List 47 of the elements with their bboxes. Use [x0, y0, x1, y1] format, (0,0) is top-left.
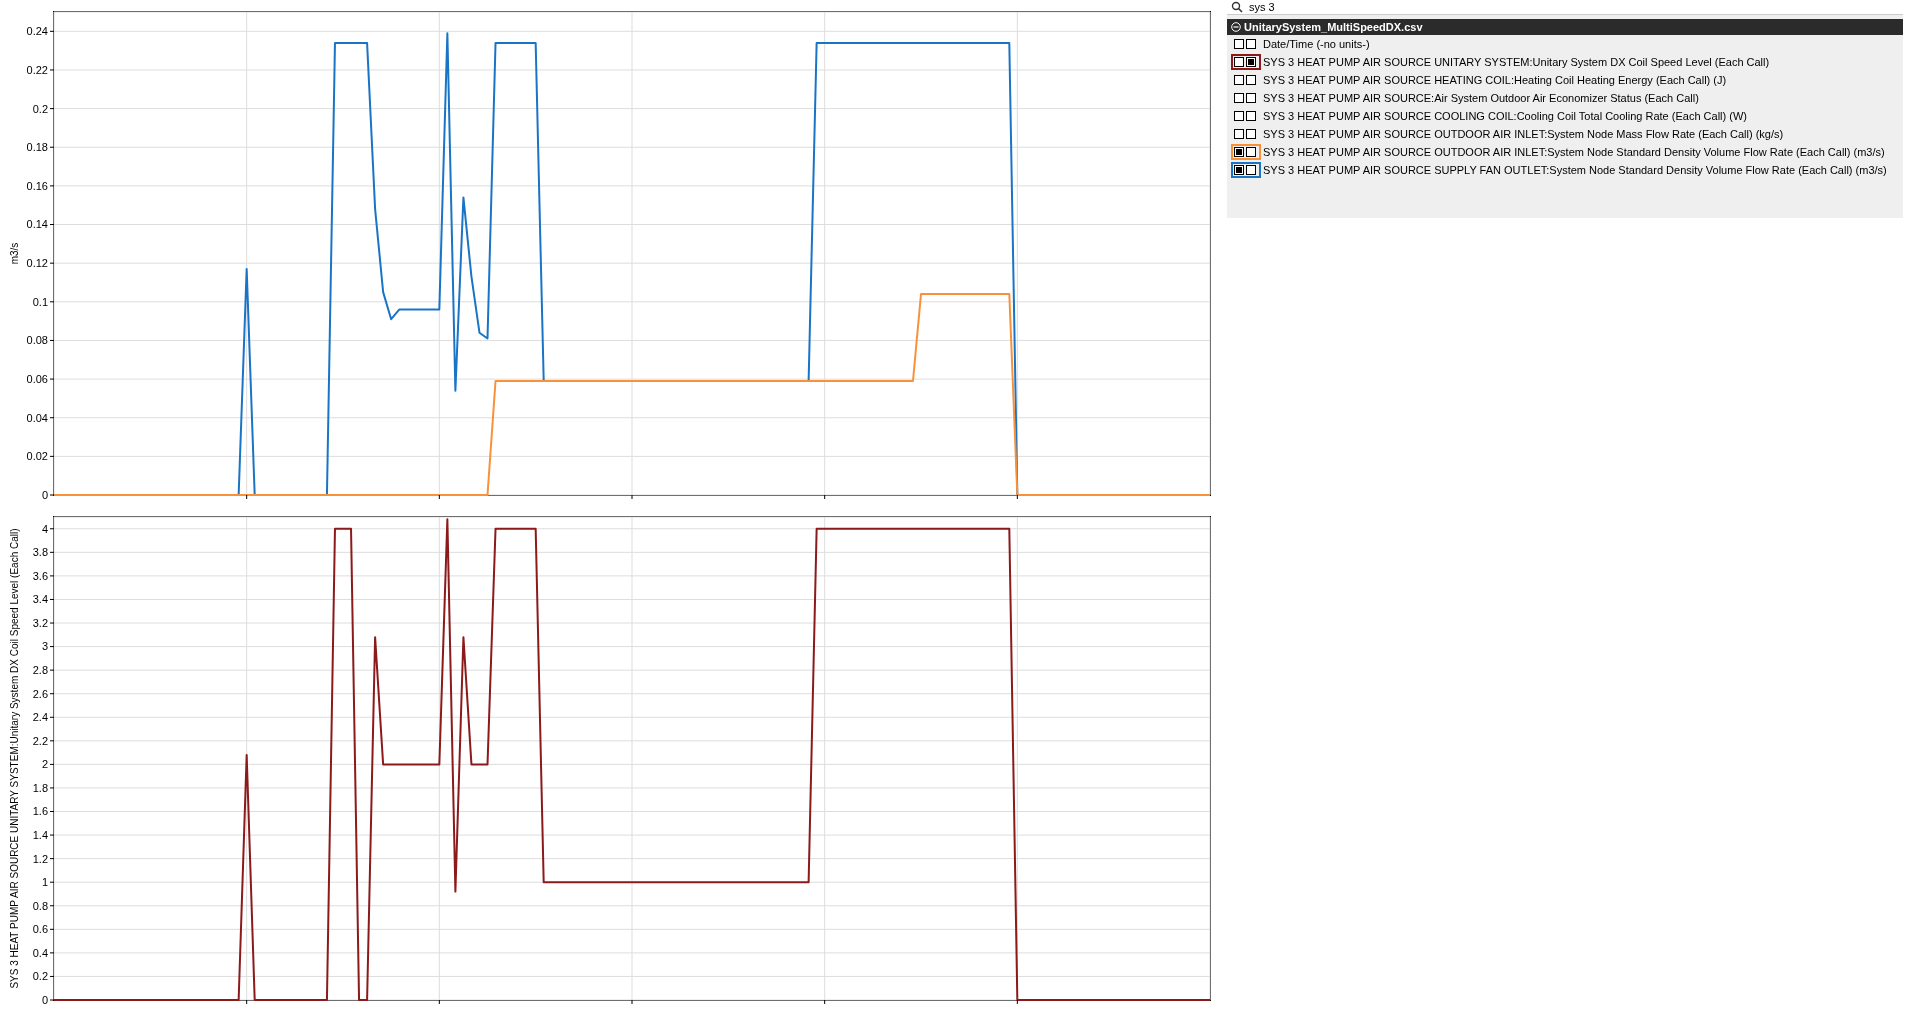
text: SYS 3 HEAT PUMP AIR SOURCE OUTDOOR AIR INLET:System Node Mass Flow Rate (Each Call) (kg/s): [1263, 128, 1784, 140]
y-tick-label: 1.2: [32, 852, 48, 865]
y-tick-label: 2.6: [32, 687, 48, 700]
y-tick-label: 0.2: [32, 102, 48, 115]
y-axis-title: m3/s: [8, 242, 20, 265]
y-tick-label: 0.22: [26, 63, 48, 76]
y-tick-label: 1.8: [32, 781, 48, 794]
y-tick-label: 0.14: [26, 218, 48, 231]
y-tick-label: 0.02: [26, 450, 48, 463]
text: Date/Time (-no units-): [1263, 38, 1370, 50]
y-tick-label: 0.16: [26, 179, 48, 192]
y-tick-label: 1.4: [32, 828, 48, 841]
y-tick-label: 0.2: [32, 970, 48, 983]
y-tick-label: 4: [41, 522, 48, 535]
y-tick-label: 0.4: [32, 946, 48, 959]
text: UnitarySystem_MultiSpeedDX.csv: [1244, 21, 1423, 33]
y-tick-label: 2.4: [32, 711, 48, 724]
y-tick-label: 3.2: [32, 616, 48, 629]
y-tick-label: 1: [41, 876, 48, 889]
y-tick-label: 0.12: [26, 257, 48, 270]
y-tick-label: 0.24: [26, 25, 48, 38]
y-tick-label: 0: [41, 993, 48, 1006]
y-tick-label: 3.8: [32, 546, 48, 559]
y-tick-label: 0.06: [26, 372, 48, 385]
y-tick-label: 0.04: [26, 411, 48, 424]
text: SYS 3 HEAT PUMP AIR SOURCE UNITARY SYSTEM:Unitary System DX Coil Speed Level (Each Call): [1263, 56, 1770, 68]
y-tick-label: 0.8: [32, 899, 48, 912]
line-series: [53, 518, 1211, 1001]
text: SYS 3 HEAT PUMP AIR SOURCE OUTDOOR AIR INLET:System Node Standard Density Volume Flow Rate (Each Call) (m3/s): [1263, 146, 1885, 158]
y-tick-label: 0.08: [26, 334, 48, 347]
y-tick-label: 0.6: [32, 923, 48, 936]
text: sys 3: [1249, 1, 1275, 13]
y-tick-label: 2.2: [32, 734, 48, 747]
text: SYS 3 HEAT PUMP AIR SOURCE COOLING COIL:Cooling Coil Total Cooling Rate (Each Call) (W): [1263, 110, 1747, 122]
text: SYS 3 HEAT PUMP AIR SOURCE SUPPLY FAN OUTLET:System Node Standard Density Volume Flow Rate (Each Call) (m3/s): [1263, 164, 1887, 176]
y-tick-label: 3.6: [32, 569, 48, 582]
y-tick-label: 3: [41, 640, 48, 653]
y-tick-label: 0.18: [26, 141, 48, 154]
y-tick-label: 2: [41, 758, 48, 771]
y-tick-label: 3.4: [32, 593, 48, 606]
y-tick-label: 0.1: [32, 295, 48, 308]
text: SYS 3 HEAT PUMP AIR SOURCE:Air System Outdoor Air Economizer Status (Each Call): [1263, 92, 1699, 104]
y-tick-label: 2.8: [32, 664, 48, 677]
text: SYS 3 HEAT PUMP AIR SOURCE HEATING COIL:Heating Coil Heating Energy (Each Call) (J): [1263, 74, 1727, 86]
y-axis-title: SYS 3 HEAT PUMP AIR SOURCE UNITARY SYSTEM:Unitary System DX Coil Speed Level (Each Call): [8, 528, 20, 989]
y-tick-label: 1.6: [32, 805, 48, 818]
y-tick-label: 0: [41, 488, 48, 501]
